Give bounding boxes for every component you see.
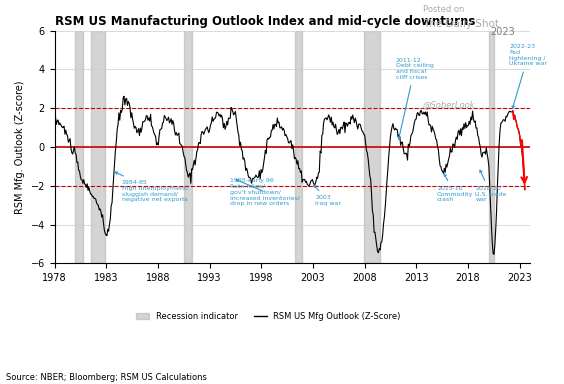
Text: 2011-12
Debt ceiling
and fiscal
cliff crises: 2011-12 Debt ceiling and fiscal cliff cr… [396, 58, 434, 139]
Bar [295, 31, 302, 263]
Text: 2018-20
U.S. trade
war: 2018-20 U.S. trade war [475, 170, 506, 202]
Bar [76, 31, 83, 263]
Text: Source: NBER; Bloomberg; RSM US Calculations: Source: NBER; Bloomberg; RSM US Calculat… [6, 373, 206, 382]
Text: 2015-16
Commodity
crash: 2015-16 Commodity crash [437, 174, 473, 202]
Legend: Recession indicator, RSM US Mfg Outlook (Z-Score): Recession indicator, RSM US Mfg Outlook … [133, 309, 404, 324]
Bar [488, 31, 494, 263]
Text: 1984-85
High unemployment/
sluggish demand/
negative net exports: 1984-85 High unemployment/ sluggish dema… [115, 172, 188, 202]
Text: 1995-early 96
Rate hikes/
gov't shutdown/
increased inventories/
drop in new ord: 1995-early 96 Rate hikes/ gov't shutdown… [230, 178, 300, 206]
Text: RSM US Manufacturing Outlook Index and mid-cycle downturns: RSM US Manufacturing Outlook Index and m… [55, 15, 475, 28]
Text: 2022-23
Fed
tightening /
Ukraine war: 2022-23 Fed tightening / Ukraine war [509, 44, 547, 108]
Bar [364, 31, 380, 263]
Bar [91, 31, 105, 263]
Y-axis label: RSM Mfg. Outlook (Z-score): RSM Mfg. Outlook (Z-score) [15, 80, 25, 214]
Bar [184, 31, 192, 263]
Text: @SoberLook: @SoberLook [423, 101, 475, 109]
Text: The Daily Shot: The Daily Shot [423, 19, 499, 29]
Text: Posted on: Posted on [423, 5, 464, 13]
Text: 2003
Iraq war: 2003 Iraq war [314, 185, 341, 206]
Text: 2023: 2023 [491, 26, 515, 36]
